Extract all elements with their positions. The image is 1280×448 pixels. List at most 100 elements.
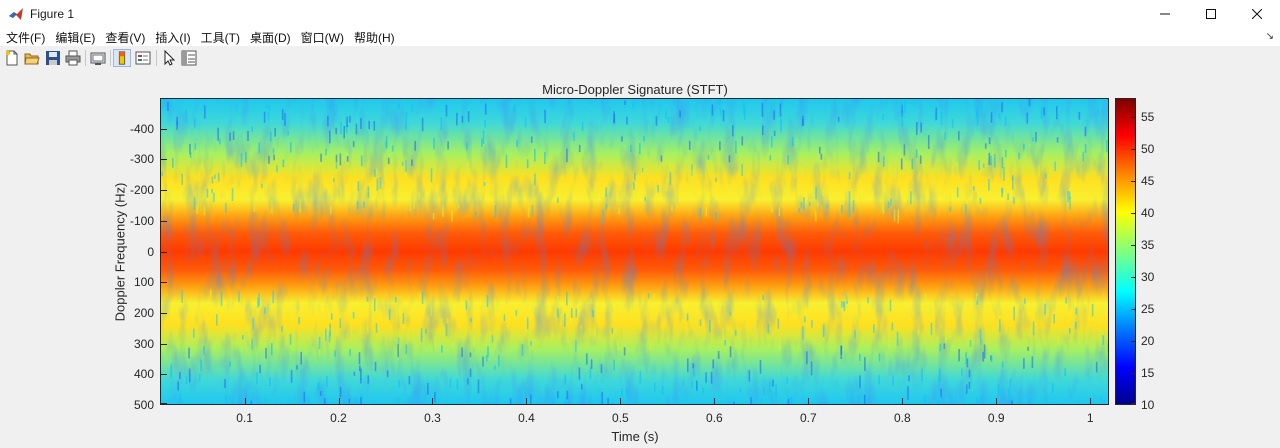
spectrum-speckle — [250, 400, 253, 404]
spectrum-speckle — [318, 300, 320, 313]
spectrum-speckle — [813, 182, 815, 191]
menu-view[interactable]: 查看(V) — [105, 30, 146, 45]
spectrum-speckle — [623, 347, 626, 356]
menu-tools[interactable]: 工具(T) — [200, 30, 240, 45]
spectrum-speckle — [647, 293, 650, 299]
spectrum-speckle — [937, 398, 940, 404]
spectrum-speckle — [456, 112, 458, 126]
spectrum-speckle — [978, 321, 980, 328]
spectrum-speckle — [259, 196, 261, 204]
close-button[interactable] — [1234, 0, 1280, 28]
spectrum-speckle — [204, 105, 206, 119]
spectrum-speckle — [669, 161, 671, 172]
spectrum-speckle — [979, 197, 982, 204]
spectrum-speckle — [214, 174, 216, 180]
spectrum-speckle — [302, 164, 304, 171]
spectrum-speckle — [719, 99, 721, 105]
colorbar[interactable] — [1115, 98, 1136, 405]
spectrum-speckle — [699, 207, 702, 219]
spectrum-speckle — [566, 390, 569, 400]
spectrum-speckle — [203, 205, 206, 215]
spectrum-speckle — [566, 148, 568, 163]
spectrum-speckle — [335, 154, 338, 162]
menu-window[interactable]: 窗口(W) — [300, 30, 344, 45]
spectrum-speckle — [339, 153, 342, 166]
spectrum-speckle — [210, 195, 213, 200]
spectrum-speckle — [712, 359, 714, 369]
menu-help[interactable]: 帮助(H) — [353, 30, 395, 45]
menu-edit[interactable]: 编辑(E) — [55, 30, 96, 45]
spectrum-speckle — [366, 296, 369, 302]
spectrum-speckle — [969, 340, 972, 347]
spectrum-speckle — [276, 165, 278, 173]
spectrum-speckle — [1097, 108, 1100, 114]
minimize-button[interactable] — [1142, 0, 1188, 28]
spectrum-speckle — [761, 103, 764, 117]
spectrum-speckle — [705, 372, 707, 383]
spectrum-speckle — [289, 334, 292, 345]
spectrum-speckle — [482, 356, 484, 367]
spectrum-speckle — [1044, 303, 1046, 315]
menu-insert[interactable]: 插入(I) — [155, 30, 191, 45]
spectrum-speckle — [225, 203, 227, 213]
spectrum-speckle — [938, 368, 941, 382]
menu-desktop[interactable]: 桌面(D) — [249, 30, 291, 45]
spectrum-speckle — [467, 378, 469, 385]
spectrogram-axes[interactable] — [160, 98, 1109, 405]
legend-toggle-icon[interactable] — [134, 49, 152, 67]
spectrum-speckle — [325, 148, 327, 156]
new-figure-icon[interactable] — [3, 49, 21, 67]
spectrum-speckle — [746, 335, 749, 346]
spectrum-speckle — [232, 131, 235, 140]
spectrum-speckle — [1020, 302, 1023, 311]
spectrum-speckle — [979, 329, 982, 341]
spectrum-speckle — [639, 143, 641, 155]
print-icon[interactable] — [64, 49, 82, 67]
spectrum-speckle — [177, 381, 179, 391]
spectrum-speckle — [842, 301, 845, 308]
spectrum-speckle — [544, 152, 546, 164]
spectrum-speckle — [231, 188, 234, 201]
spectrum-speckle — [930, 322, 933, 335]
y-tick-mark — [161, 251, 167, 253]
open-file-icon[interactable] — [23, 49, 41, 67]
close-icon — [1252, 9, 1262, 19]
spectrum-speckle — [900, 158, 903, 170]
spectrum-speckle — [803, 197, 805, 211]
spectrum-speckle — [935, 176, 937, 187]
spectrum-speckle — [326, 376, 328, 387]
spectrum-speckle — [1075, 307, 1078, 315]
save-icon[interactable] — [44, 49, 62, 67]
spectrum-speckle — [418, 192, 421, 200]
spectrum-speckle — [368, 120, 370, 130]
spectrum-speckle — [360, 117, 362, 129]
spectrum-speckle — [456, 379, 459, 390]
spectrum-speckle — [611, 403, 613, 404]
menu-file[interactable]: 文件(F) — [6, 30, 46, 45]
maximize-button[interactable] — [1188, 0, 1234, 28]
colorbar-toggle-icon[interactable] — [113, 49, 131, 67]
spectrum-speckle — [600, 364, 603, 374]
spectrum-speckle — [763, 387, 765, 395]
spectrum-speckle — [976, 112, 979, 126]
spectrum-speckle — [800, 202, 803, 209]
spectrum-speckle — [1004, 116, 1007, 127]
spectrum-speckle — [635, 186, 637, 199]
y-tick-label: 200 — [133, 305, 154, 320]
spectrum-speckle — [780, 118, 782, 133]
spectrum-speckle — [408, 375, 411, 385]
spectrum-speckle — [496, 304, 499, 312]
spectrum-speckle — [264, 307, 266, 314]
pointer-edit-icon[interactable] — [160, 49, 178, 67]
property-inspector-icon[interactable] — [180, 49, 198, 67]
spectrum-speckle — [1072, 316, 1074, 325]
dock-arrow-icon[interactable]: ↘ — [1265, 31, 1274, 42]
link-plot-icon[interactable] — [89, 49, 107, 67]
spectrum-speckle — [786, 376, 789, 384]
colorbar-tick-label: 40 — [1141, 206, 1155, 221]
spectrum-speckle — [608, 184, 610, 192]
spectrum-speckle — [802, 119, 804, 126]
spectrum-speckle — [854, 330, 856, 339]
colorbar-tick-label: 15 — [1141, 366, 1155, 381]
spectrum-speckle — [356, 201, 359, 210]
